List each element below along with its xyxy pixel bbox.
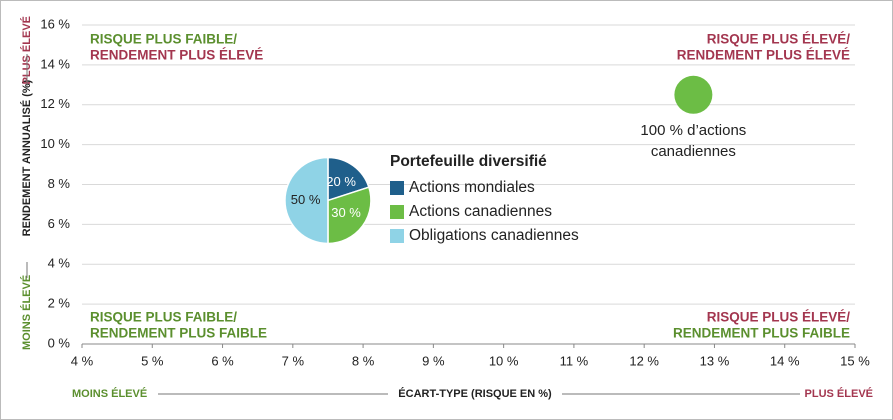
pie-slice bbox=[327, 186, 372, 245]
point-label: 100 % d’actions bbox=[640, 122, 746, 139]
pie-value-label: 50 % bbox=[291, 192, 321, 207]
legend-label: Actions canadiennes bbox=[409, 203, 552, 220]
quadrant-label: RENDEMENT PLUS ÉLEVÉ bbox=[677, 48, 850, 63]
quadrant-label: RISQUE PLUS ÉLEVÉ/ bbox=[707, 32, 851, 47]
y-tick-label: 6 % bbox=[48, 216, 71, 231]
legend-title: Portefeuille diversifié bbox=[390, 153, 547, 170]
quadrant-label: RENDEMENT PLUS ÉLEVÉ bbox=[90, 48, 263, 63]
y-tick-label: 2 % bbox=[48, 296, 71, 311]
legend-swatch bbox=[390, 229, 404, 243]
x-tick-label: 6 % bbox=[211, 353, 234, 368]
pie-value-label: 20 % bbox=[326, 174, 356, 189]
quadrant-label: RISQUE PLUS FAIBLE/ bbox=[90, 310, 237, 325]
quadrant-label: RENDEMENT PLUS FAIBLE bbox=[90, 326, 267, 341]
x-tick-label: 8 % bbox=[352, 353, 375, 368]
quadrant-label: RENDEMENT PLUS FAIBLE bbox=[673, 326, 850, 341]
x-tick-label: 13 % bbox=[700, 353, 730, 368]
x-tick-label: 15 % bbox=[840, 353, 870, 368]
y-tick-label: 10 % bbox=[40, 136, 70, 151]
x-tick-label: 5 % bbox=[141, 353, 164, 368]
legend-label: Actions mondiales bbox=[409, 179, 535, 196]
y-axis-title: RENDEMENT ANNUALISÉ (%) bbox=[20, 79, 33, 236]
x-tick-label: 12 % bbox=[629, 353, 659, 368]
y-tick-label: 14 % bbox=[40, 56, 70, 71]
x-tick-label: 11 % bbox=[560, 353, 589, 368]
y-tick-label: 4 % bbox=[48, 256, 71, 271]
quadrant-label: RISQUE PLUS FAIBLE/ bbox=[90, 32, 237, 47]
quadrant-label: RISQUE PLUS ÉLEVÉ/ bbox=[707, 310, 851, 325]
legend-swatch bbox=[390, 181, 404, 195]
legend-label: Obligations canadiennes bbox=[409, 227, 579, 244]
x-tick-label: 9 % bbox=[422, 353, 445, 368]
pie-value-label: 30 % bbox=[331, 205, 361, 220]
x-axis-title: ÉCART-TYPE (RISQUE EN %) bbox=[398, 387, 552, 400]
legend-swatch bbox=[390, 205, 404, 219]
y-tick-label: 0 % bbox=[48, 335, 71, 350]
y-tick-label: 8 % bbox=[48, 176, 71, 191]
x-tick-label: 7 % bbox=[282, 353, 305, 368]
x-tick-label: 14 % bbox=[770, 353, 800, 368]
x-axis-high: PLUS ÉLEVÉ bbox=[805, 387, 873, 400]
y-axis-low: MOINS ÉLEVÉ bbox=[20, 275, 33, 350]
point bbox=[674, 75, 713, 114]
y-tick-label: 12 % bbox=[40, 96, 70, 111]
x-tick-label: 4 % bbox=[71, 353, 94, 368]
point-label: canadiennes bbox=[651, 143, 736, 160]
pie-slice bbox=[284, 156, 329, 245]
x-tick-label: 10 % bbox=[489, 353, 519, 368]
y-axis-high: PLUS ÉLEVÉ bbox=[20, 16, 33, 84]
y-axis-label: MOINS ÉLEVÉ RENDEMENT ANNUALISÉ (%)PLUS É… bbox=[20, 16, 33, 350]
y-tick-label: 16 % bbox=[40, 16, 70, 31]
x-axis-low: MOINS ÉLEVÉ bbox=[72, 387, 147, 400]
